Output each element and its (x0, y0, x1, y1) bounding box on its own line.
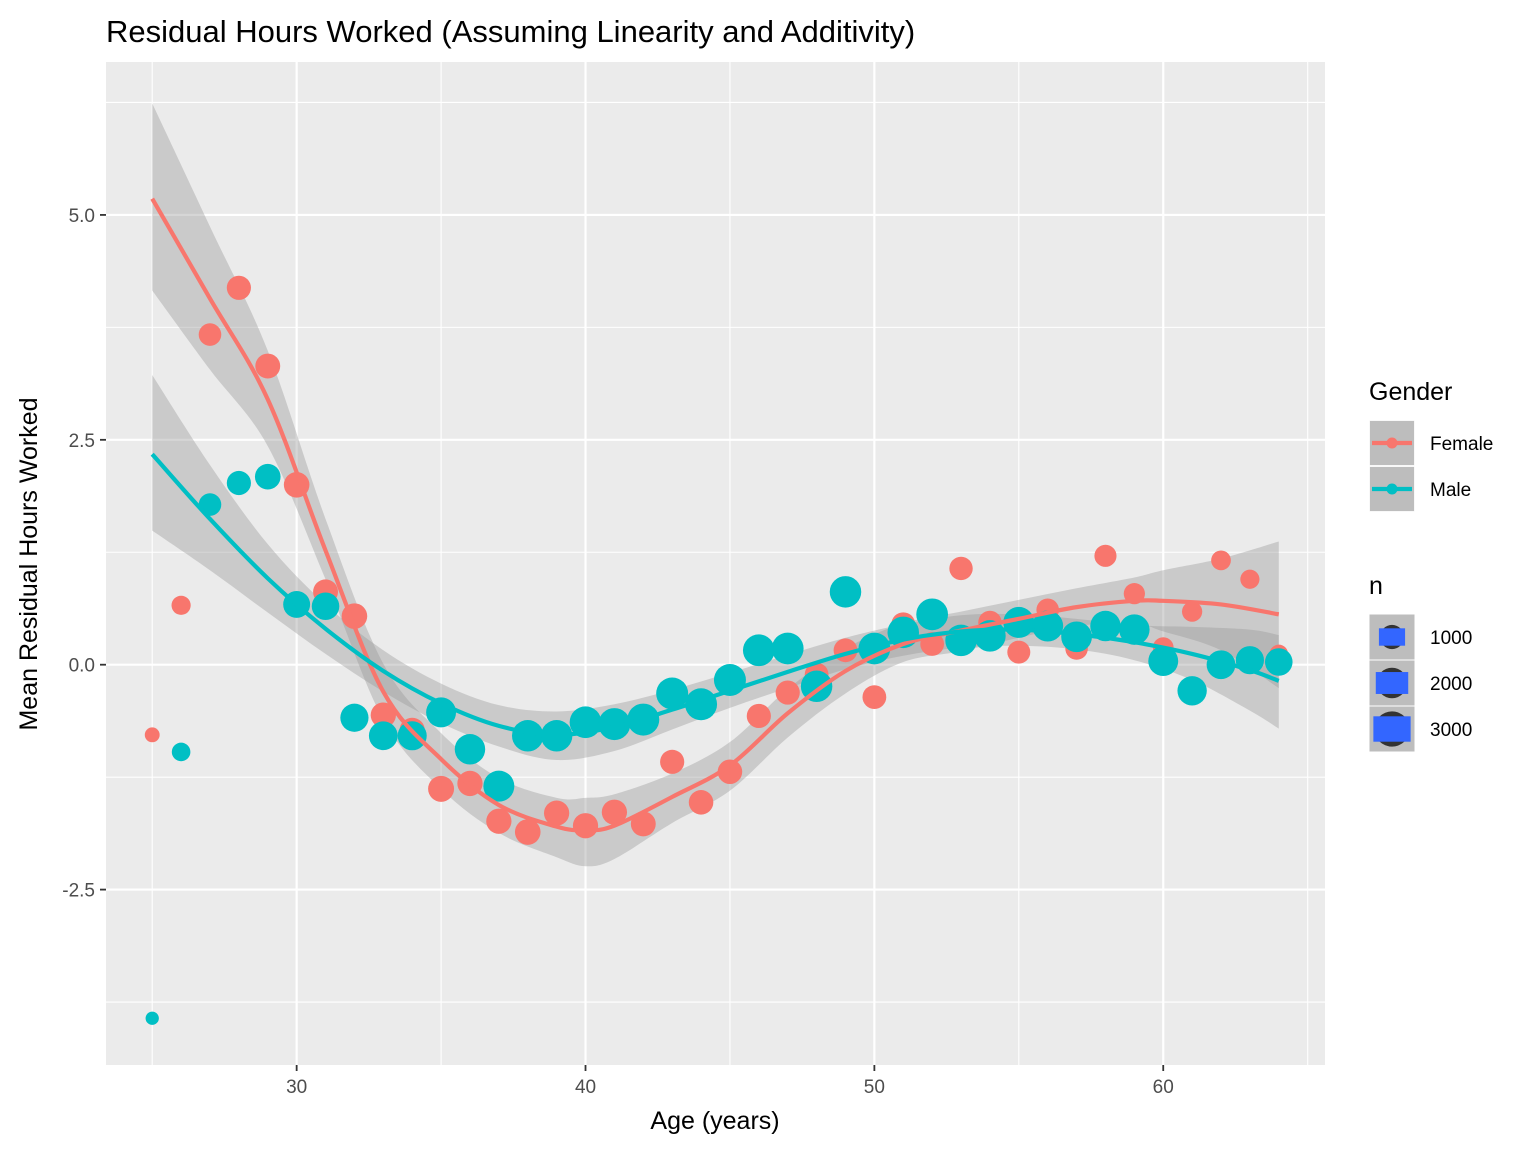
y-tick-label: 5.0 (69, 206, 95, 227)
point-female (514, 819, 541, 845)
minor-gridlines (106, 62, 1325, 1065)
legend-key-point (1386, 483, 1398, 495)
point-female (746, 703, 771, 729)
point-male (254, 463, 281, 490)
point-male (656, 677, 689, 710)
point-male (829, 576, 862, 608)
point-male (511, 720, 544, 752)
point-male (397, 721, 427, 751)
point-female (370, 702, 396, 728)
axis-ticks (100, 214, 1165, 1071)
point-male (483, 770, 515, 802)
point-male (1148, 646, 1179, 677)
legend-key-point (1386, 437, 1398, 449)
point-female (1181, 601, 1203, 622)
legend-n-title: n (1369, 572, 1383, 600)
legend-gender-title: Gender (1369, 378, 1452, 406)
point-male (1177, 676, 1207, 706)
point-male (368, 721, 398, 751)
point-male (171, 742, 191, 762)
x-tick-label: 60 (1153, 1077, 1174, 1098)
legend-size-label: 3000 (1430, 720, 1472, 741)
major-gridlines (106, 62, 1325, 1065)
legend-gender-keys: Female Male (1368, 419, 1493, 513)
legend-size-key-fill (1373, 716, 1411, 742)
x-axis-title: Age (years) (650, 1107, 779, 1135)
legend-label-female: Female (1430, 434, 1493, 455)
point-female (1094, 544, 1117, 567)
legend-label-male: Male (1430, 480, 1471, 501)
point-female (171, 595, 191, 615)
y-tick-label: -2.5 (62, 881, 95, 902)
y-tick-label: 0.0 (69, 656, 95, 677)
point-male (771, 632, 804, 665)
x-tick-label: 30 (286, 1077, 307, 1098)
point-female (198, 323, 222, 346)
point-male (916, 598, 949, 631)
point-male (1119, 614, 1150, 645)
point-female (862, 685, 887, 709)
point-male (311, 592, 340, 621)
point-male (1061, 621, 1092, 653)
point-female (1007, 640, 1031, 664)
y-tick-label: 2.5 (69, 431, 95, 452)
x-tick-label: 50 (864, 1077, 885, 1098)
point-female (255, 353, 281, 379)
point-female (486, 808, 512, 834)
legend-size-label: 2000 (1430, 674, 1472, 695)
point-female (660, 749, 685, 774)
trend-lines (150, 197, 1280, 833)
point-female (1211, 550, 1231, 571)
point-male (598, 708, 631, 741)
legend-size-label: 1000 (1430, 628, 1472, 649)
point-male (226, 470, 251, 496)
point-female (226, 275, 251, 300)
y-axis-title: Mean Residual Hours Worked (15, 397, 43, 730)
point-female (428, 775, 455, 802)
trend-line-male (150, 452, 1280, 737)
point-male (145, 1011, 159, 1025)
point-female (949, 556, 973, 581)
point-female (688, 790, 714, 815)
x-tick-label: 40 (575, 1077, 596, 1098)
point-female (775, 680, 800, 705)
point-male (1090, 610, 1121, 642)
point-female (717, 759, 743, 785)
legend-size-key-fill (1375, 672, 1409, 694)
point-male (742, 634, 775, 667)
point-female (144, 727, 160, 743)
chart-title: Residual Hours Worked (Assuming Linearit… (106, 14, 915, 49)
point-female (630, 811, 656, 837)
point-female (543, 800, 570, 826)
point-male (1264, 648, 1293, 676)
point-male (858, 632, 891, 665)
trend-line-female (150, 197, 1280, 833)
point-female (572, 813, 599, 839)
plot-panel (106, 62, 1325, 1065)
legend-size-key-fill (1378, 628, 1406, 646)
point-male (454, 734, 486, 765)
legend: Gender Female Male n 1000 2000 3000 (1368, 378, 1493, 753)
point-female (1240, 569, 1260, 589)
axis-tick-labels: 30 40 50 60 -2.5 0.0 2.5 5.0 (62, 206, 1174, 1098)
data-points (144, 275, 1293, 1025)
point-female (601, 799, 628, 825)
point-male (340, 703, 369, 732)
legend-n-keys: 1000 2000 3000 (1368, 613, 1472, 753)
